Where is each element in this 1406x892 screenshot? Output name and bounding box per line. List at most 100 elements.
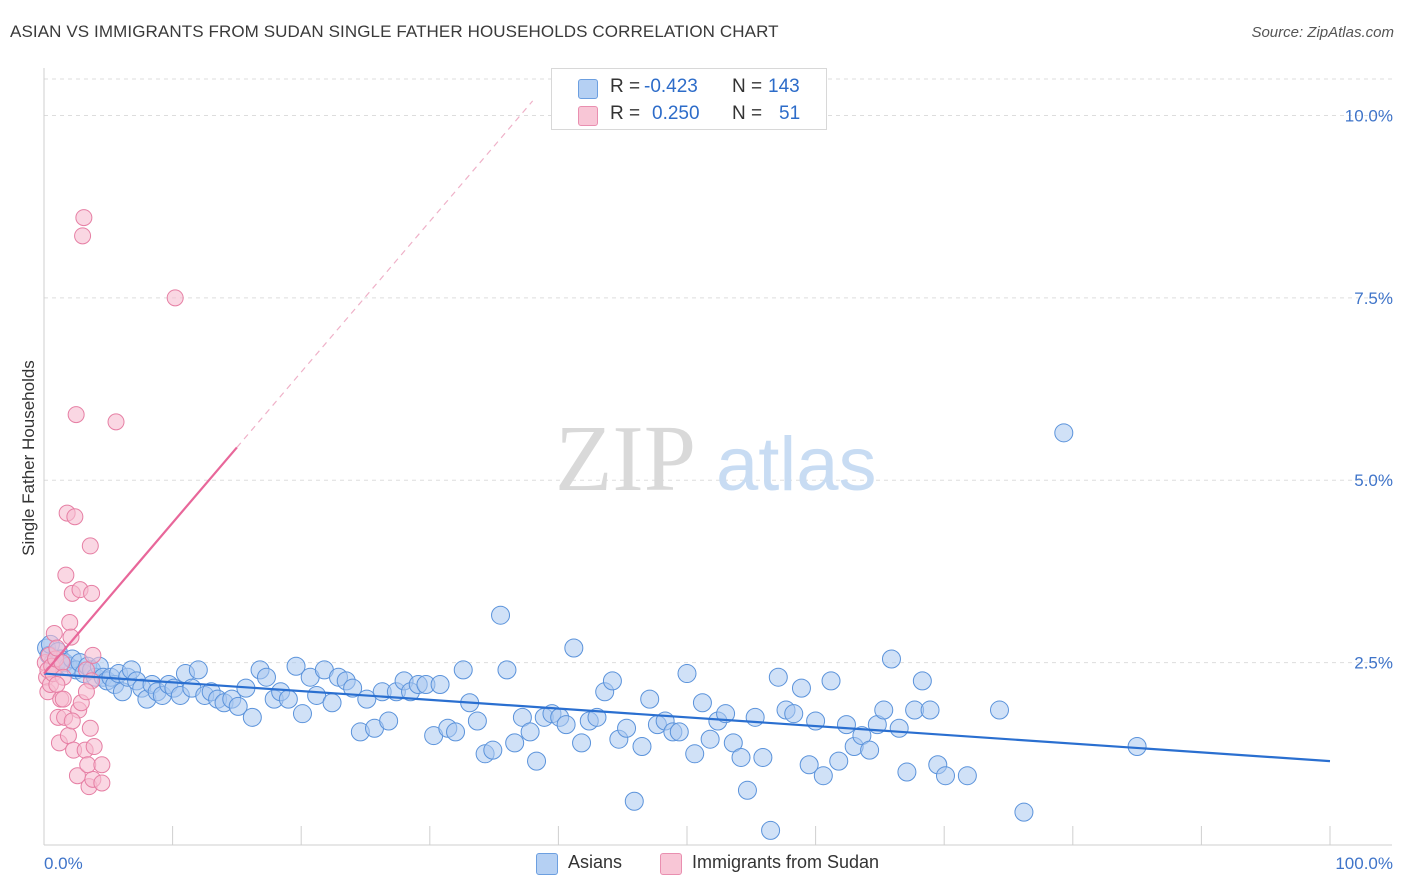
asian-point [617, 718, 637, 738]
asian-point [587, 707, 607, 727]
asian-point [520, 722, 540, 742]
sudan-points [36, 209, 184, 796]
grid-lines [44, 78, 1392, 664]
sudan-point [85, 738, 103, 756]
sudan-point [79, 756, 97, 774]
asian-point [527, 751, 547, 771]
sudan-point [93, 756, 111, 774]
legend-r-label: R = [610, 103, 641, 124]
asian-point [564, 638, 584, 658]
sudan-point [45, 624, 63, 642]
sudan-point [53, 654, 71, 672]
axes [43, 68, 1392, 846]
sudan-point [57, 566, 75, 584]
y-tick-label: 10.0% [1345, 106, 1393, 125]
legend-r-label: R = [610, 76, 641, 97]
asian-point [723, 733, 743, 753]
asian-point [791, 678, 811, 698]
asian-point [1014, 802, 1034, 822]
sudan-swatch [660, 853, 682, 875]
legend-r-value: 0.250 [652, 103, 700, 124]
legend-r-value: -0.423 [644, 76, 698, 97]
asian-point [343, 678, 363, 698]
asian-point [836, 715, 856, 735]
sudan-trend-line [43, 446, 238, 675]
asian-point [572, 733, 592, 753]
asian-point [957, 766, 977, 786]
asian-point [745, 707, 765, 727]
asian-point [632, 737, 652, 757]
asian-point [602, 671, 622, 691]
watermark: ZIP atlas [555, 407, 877, 511]
asian-point [912, 671, 932, 691]
x-tick-labels: 0.0% 100.0% [44, 854, 1393, 873]
sudan-point [81, 719, 99, 737]
asian-point [512, 707, 532, 727]
asian-point [278, 689, 298, 709]
asian-point [881, 649, 901, 669]
legend-n-label: N = [732, 103, 763, 124]
sudan-point [54, 690, 72, 708]
asian-point [467, 711, 487, 731]
legend-n-value: 51 [779, 103, 801, 124]
asian-point [505, 733, 525, 753]
asian-point [784, 704, 804, 724]
asian-point [821, 671, 841, 691]
asian-point [188, 660, 208, 680]
asian-point [860, 740, 880, 760]
legend-n-value: 143 [768, 76, 800, 97]
asian-point [897, 762, 917, 782]
asian-point [322, 693, 342, 713]
asian-point [242, 707, 262, 727]
asian-point [483, 740, 503, 760]
asian-point [874, 700, 894, 720]
asian-point [491, 605, 511, 625]
chart-title: ASIAN VS IMMIGRANTS FROM SUDAN SINGLE FA… [10, 22, 779, 41]
sudan-point [48, 639, 66, 657]
stats-legend: R = -0.423 N = 143 R = 0.250 N = 51 [551, 68, 827, 130]
asian-point [256, 667, 276, 687]
asian-points [37, 423, 1147, 840]
asian-point [889, 718, 909, 738]
sudan-point [62, 628, 80, 646]
watermark-atlas: atlas [716, 422, 877, 507]
asian-point [737, 780, 757, 800]
asian-point [640, 689, 660, 709]
sudan-point [166, 289, 184, 307]
asian-trend-line [43, 672, 1331, 763]
asian-point [761, 820, 781, 840]
y-tick-label: 5.0% [1354, 471, 1393, 490]
sudan-point [107, 413, 125, 431]
sudan-point [61, 613, 79, 631]
sudan-point [59, 727, 77, 745]
asian-point [685, 744, 705, 764]
sudan-point [84, 646, 102, 664]
asian-point [768, 667, 788, 687]
asian-point [716, 704, 736, 724]
sudan-point [81, 537, 99, 555]
asian-point [677, 664, 697, 684]
asian-point [292, 704, 312, 724]
sudan-point [77, 683, 95, 701]
asian-point [753, 747, 773, 767]
asian-point [446, 722, 466, 742]
legend-label-asians: Asians [568, 852, 623, 872]
y-tick-label: 2.5% [1354, 654, 1393, 673]
source-label: Source: ZipAtlas.com [1251, 24, 1394, 41]
asian-point [1054, 423, 1074, 443]
asian-point [430, 675, 450, 695]
asian-point [813, 766, 833, 786]
sudan-point [67, 406, 85, 424]
legend-label-sudan: Immigrants from Sudan [692, 852, 880, 872]
asian-point [829, 751, 849, 771]
asian-point [852, 726, 872, 746]
y-tick-label: 7.5% [1354, 289, 1393, 308]
asian-point [624, 791, 644, 811]
sudan-point [63, 712, 81, 730]
sudan-point [48, 676, 66, 694]
asian-swatch [536, 853, 558, 875]
asian-point [700, 729, 720, 749]
asian-point [799, 755, 819, 775]
y-tick-labels: 2.5% 5.0% 7.5% 10.0% [1345, 106, 1393, 672]
